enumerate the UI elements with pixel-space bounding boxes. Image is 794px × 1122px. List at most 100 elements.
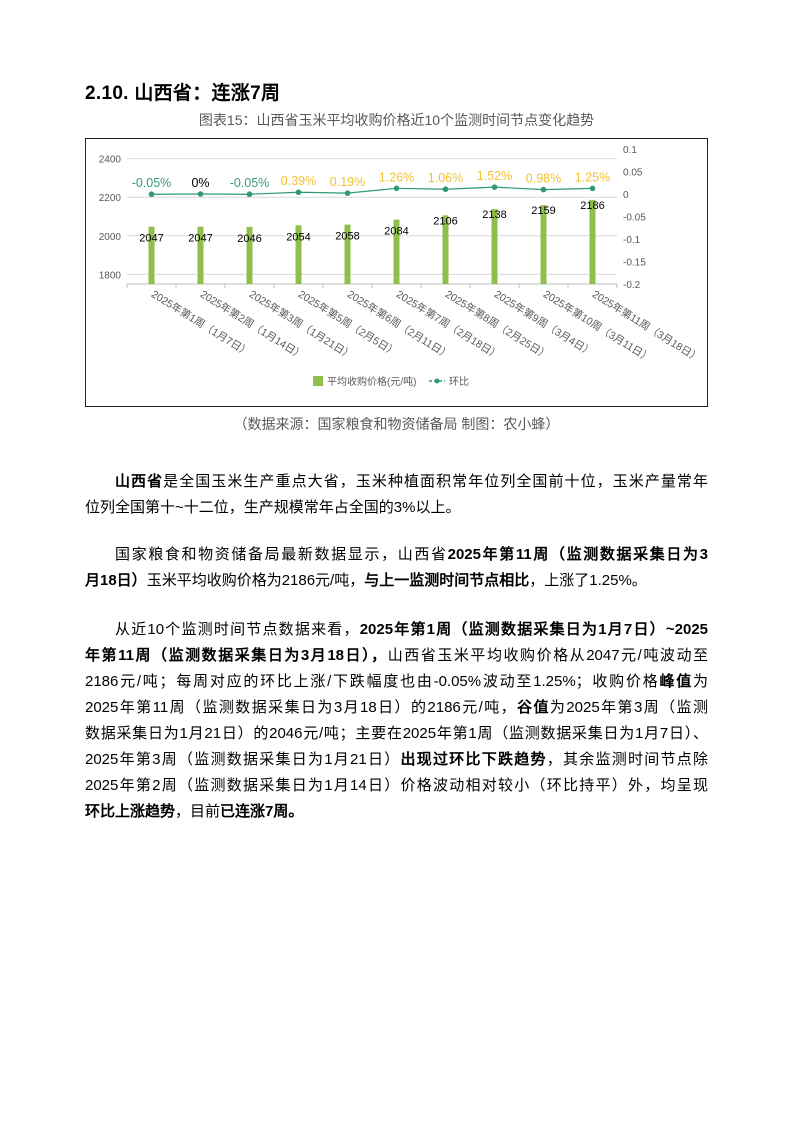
text: 2025年第11周（监测数据采集日为3月18日）的2186元/吨，: [85, 699, 518, 716]
text: 位列全国第十~十二位，生产规模常年占全国的3%以上。: [85, 499, 461, 516]
ratio-label: -0.05%: [230, 176, 270, 190]
ratio-label: 0%: [191, 176, 209, 190]
paragraph-intro: 山西省是全国玉米生产重点大省，玉米种植面积常年位列全国前十位，玉米产量常年位列全…: [85, 469, 708, 521]
left-axis-tick-label: 2000: [99, 232, 122, 243]
source-note: （数据来源：国家粮食和物资储备局 制图：农小蜂）: [233, 416, 560, 432]
bar-value-label: 2054: [286, 231, 310, 243]
bold-text: 峰值: [659, 673, 693, 690]
bold-text: 环比上涨趋势: [85, 803, 176, 820]
bar-value-label: 2047: [139, 233, 163, 245]
text: 玉米平均收购价格为2186元/吨，: [146, 572, 365, 589]
ratio-label: 1.52%: [477, 169, 512, 183]
text-line: 2025年第11周（监测数据采集日为3月18日）的2186元/吨，谷值为2025…: [85, 695, 708, 721]
bar: [197, 226, 204, 284]
right-axis-tick-label: 0.05: [623, 168, 643, 179]
right-axis-tick-label: 0: [623, 190, 629, 201]
bold-text: 月18日）: [85, 572, 147, 589]
bar-value-label: 2084: [384, 226, 408, 238]
bar-value-label: 2186: [580, 200, 604, 212]
ratio-point: [197, 191, 204, 197]
bar: [295, 225, 302, 284]
right-axis-tick-label: -0.15: [623, 258, 646, 269]
text: 2025年第3周（监测数据采集日为1月21日）: [85, 751, 401, 768]
legend-line-label: 环比: [449, 376, 469, 388]
paragraph-trend: 从近10个监测时间节点数据来看，2025年第1周（监测数据采集日为1月7日）~2…: [85, 617, 708, 825]
ratio-point: [246, 191, 253, 198]
bold-text: 与上一监测时间节点相比: [364, 572, 530, 589]
text: 从近10个监测时间节点数据来看，: [115, 621, 360, 638]
ratio-label: 1.06%: [428, 171, 463, 185]
ratio-label: 0.19%: [330, 175, 365, 189]
text-line: 2025年第2周（监测数据采集日为1月14日）价格波动相对较小（环比持平）外，均…: [85, 773, 708, 799]
right-axis-tick-label: -0.1: [623, 235, 641, 246]
figure-caption: 图表15：山西省玉米平均收购价格近10个监测时间节点变化趋势: [198, 112, 595, 128]
bold-text: 出现过环比下跌趋势: [400, 751, 547, 768]
text: 为: [692, 673, 708, 690]
bar-value-label: 2046: [237, 233, 261, 245]
section-title: 2.10. 山西省：连涨7周: [85, 83, 281, 104]
bold-text: 2025年第1周（监测数据采集日为1月7日）~2025: [359, 621, 709, 638]
left-axis-tick-label: 1800: [99, 270, 122, 281]
bar-value-label: 2058: [335, 231, 359, 243]
text-line: 数据采集日为1月21日）的2046元/吨；主要在2025年第1周（监测数据采集日…: [85, 721, 708, 747]
price-trend-chart: 1800 2000 2200 2400 0.1 0.05 0 -0.05 -0.1 -0.15 -0…: [99, 145, 703, 388]
ratio-label: 1.26%: [379, 170, 414, 184]
left-axis-tick-label: 2200: [99, 193, 122, 204]
bar: [442, 215, 449, 284]
ratio-point: [148, 191, 155, 198]
text-line: 位列全国第十~十二位，生产规模常年占全国的3%以上。: [85, 495, 708, 521]
legend-bar-label: 平均收购价格(元/吨): [327, 375, 416, 388]
ratio-point: [540, 186, 547, 193]
text: 2186元/吨；每周对应的环比上涨/下跌幅度也由-0.05%波动至1.25%；收…: [85, 673, 660, 690]
right-axis-tick-label: -0.05: [623, 213, 646, 224]
text-line: 2025年第3周（监测数据采集日为1月21日）出现过环比下跌趋势，其余监测时间节…: [85, 747, 708, 773]
text: 是全国玉米生产重点大省，玉米种植面积常年位列全国前十位，玉米产量常年: [163, 473, 708, 490]
text-line: 2186元/吨；每周对应的环比上涨/下跌幅度也由-0.05%波动至1.25%；收…: [85, 669, 708, 695]
bar: [540, 205, 547, 284]
ratio-point: [442, 186, 449, 193]
chart-frame: 1800 2000 2200 2400 0.1 0.05 0 -0.05 -0.1 -0.15 -0…: [85, 138, 708, 407]
text: 山西省玉米平均收购价格从2047元/吨波动至: [387, 647, 709, 664]
legend-bar-swatch: [313, 376, 323, 386]
bar: [589, 199, 596, 284]
ratio-label: -0.05%: [132, 176, 172, 190]
bar-value-label: 2159: [531, 205, 555, 217]
bar: [491, 209, 498, 284]
ratio-point: [295, 189, 302, 196]
bold-text: 2025年第11周（监测数据采集日为3: [447, 546, 708, 563]
text-line: 月18日）玉米平均收购价格为2186元/吨，与上一监测时间节点相比，上涨了1.2…: [85, 568, 708, 594]
text: ，上涨了1.25%。: [529, 572, 647, 589]
text-line: 环比上涨趋势，目前已连涨7周。: [85, 799, 708, 825]
text: ，其余监测时间节点除: [546, 751, 708, 768]
ratio-point: [589, 185, 596, 192]
text-line: 从近10个监测时间节点数据来看，2025年第1周（监测数据采集日为1月7日）~2…: [85, 617, 708, 643]
text-line: 国家粮食和物资储备局最新数据显示，山西省2025年第11周（监测数据采集日为3: [85, 542, 708, 568]
bar-value-label: 2047: [188, 233, 212, 245]
legend-line-dot: [434, 378, 440, 384]
bar: [344, 224, 351, 284]
bold-text: 已连涨7周。: [220, 803, 304, 820]
ratio-point: [393, 185, 400, 192]
left-axis-tick-label: 2400: [99, 155, 122, 166]
bold-text: 山西省: [115, 473, 164, 490]
text-line: 年第11周（监测数据采集日为3月18日），山西省玉米平均收购价格从2047元/吨…: [85, 643, 708, 669]
bar: [148, 226, 155, 284]
ratio-label: 0.98%: [526, 172, 561, 186]
ratio-line: [151, 186, 593, 195]
text: 2025年第2周（监测数据采集日为1月14日）价格波动相对较小（环比持平）外，均…: [85, 777, 708, 794]
right-axis-tick-label: -0.2: [623, 280, 641, 291]
bar-value-label: 2138: [482, 209, 506, 221]
text: ，目前: [175, 803, 221, 820]
text: 国家粮食和物资储备局最新数据显示，山西省: [115, 546, 448, 563]
bold-text: 年第11周（监测数据采集日为3月18日），: [85, 647, 388, 664]
bar-value-label: 2106: [433, 215, 457, 227]
ratio-label: 0.39%: [281, 174, 316, 188]
bar: [246, 226, 253, 284]
ratio-point: [344, 190, 351, 196]
right-axis-tick-label: 0.1: [623, 145, 637, 156]
bar: [393, 219, 400, 284]
bold-text: 谷值: [517, 699, 550, 716]
ratio-label: 1.25%: [575, 170, 610, 184]
paragraph-latest: 国家粮食和物资储备局最新数据显示，山西省2025年第11周（监测数据采集日为3 月…: [85, 542, 708, 594]
ratio-point: [491, 184, 498, 190]
